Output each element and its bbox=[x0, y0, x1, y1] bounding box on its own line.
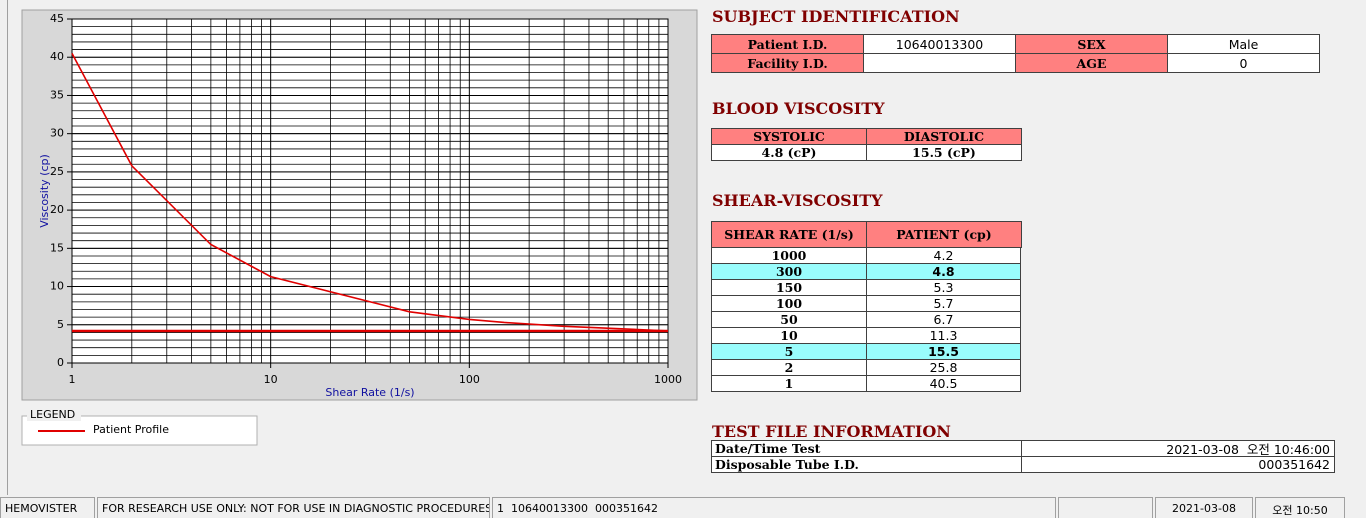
viscosity-value: 4.2 bbox=[866, 247, 1021, 264]
info-label: Disposable Tube I.D. bbox=[711, 456, 1022, 473]
status-cell: FOR RESEARCH USE ONLY: NOT FOR USE IN DI… bbox=[97, 497, 490, 518]
column-header: SYSTOLIC bbox=[711, 128, 867, 145]
status-cell bbox=[1058, 497, 1153, 518]
y-tick-label: 45 bbox=[50, 12, 64, 25]
field-value bbox=[863, 53, 1016, 73]
viscosity-value: 6.7 bbox=[866, 311, 1021, 328]
shear-rate: 1 bbox=[711, 375, 867, 392]
status-cell: 1 10640013300 000351642 bbox=[492, 497, 1056, 518]
shear-rate: 100 bbox=[711, 295, 867, 312]
info-label: Date/Time Test bbox=[711, 440, 1022, 457]
shear-rate: 150 bbox=[711, 279, 867, 296]
viscosity-value: 5.7 bbox=[866, 295, 1021, 312]
y-tick-label: 30 bbox=[50, 127, 64, 140]
field-label: Patient I.D. bbox=[711, 34, 864, 54]
y-tick-label: 5 bbox=[57, 318, 64, 331]
shear-rate: 50 bbox=[711, 311, 867, 328]
column-header: DIASTOLIC bbox=[866, 128, 1022, 145]
info-value: 2021-03-08 오전 10:46:00 bbox=[1021, 440, 1335, 457]
viscosity-value: 40.5 bbox=[866, 375, 1021, 392]
field-label: SEX bbox=[1015, 34, 1168, 54]
section-title: BLOOD VISCOSITY bbox=[712, 99, 885, 118]
section-title: SHEAR-VISCOSITY bbox=[712, 191, 883, 210]
data-line bbox=[71, 53, 669, 332]
y-tick-label: 10 bbox=[50, 280, 64, 293]
plot-border bbox=[71, 18, 669, 364]
y-tick-label: 35 bbox=[50, 88, 64, 101]
shear-rate: 10 bbox=[711, 327, 867, 344]
viscosity-value: 15.5 bbox=[866, 343, 1021, 360]
x-tick-label: 10 bbox=[264, 373, 278, 386]
column-header: PATIENT (cp) bbox=[866, 221, 1022, 248]
x-axis-label: Shear Rate (1/s) bbox=[325, 386, 414, 399]
x-tick-label: 1000 bbox=[654, 373, 682, 386]
legend-label: Patient Profile bbox=[93, 423, 169, 436]
shear-rate: 1000 bbox=[711, 247, 867, 264]
status-cell: 오전 10:50 bbox=[1255, 497, 1345, 518]
plot-area bbox=[72, 19, 668, 363]
y-tick-label: 15 bbox=[50, 241, 64, 254]
field-value: 10640013300 bbox=[863, 34, 1016, 54]
section-title: SUBJECT IDENTIFICATION bbox=[712, 7, 960, 26]
legend-title: LEGEND bbox=[30, 408, 75, 421]
y-tick-label: 20 bbox=[50, 203, 64, 216]
x-tick-label: 1 bbox=[69, 373, 76, 386]
y-tick-label: 0 bbox=[57, 356, 64, 369]
shear-rate: 2 bbox=[711, 359, 867, 376]
shear-rate: 5 bbox=[711, 343, 867, 360]
chart: 0 5 10 15 20 25 30 35 40 45 1 10 100 1000 Viscosity (c… bbox=[21, 9, 698, 446]
x-tick-label: 100 bbox=[459, 373, 480, 386]
field-value: Male bbox=[1167, 34, 1320, 54]
viscosity-value: 5.3 bbox=[866, 279, 1021, 296]
status-cell: 2021-03-08 bbox=[1155, 497, 1253, 518]
column-header: SHEAR RATE (1/s) bbox=[711, 221, 867, 248]
section-title: TEST FILE INFORMATION bbox=[712, 422, 951, 441]
viscosity-value: 4.8 bbox=[866, 263, 1021, 280]
frame-edge bbox=[7, 0, 8, 495]
viscosity-value: 25.8 bbox=[866, 359, 1021, 376]
status-cell: HEMOVISTER bbox=[0, 497, 95, 518]
y-axis-label: Viscosity (cp) bbox=[38, 154, 51, 228]
viscosity-value: 11.3 bbox=[866, 327, 1021, 344]
field-value: 0 bbox=[1167, 53, 1320, 73]
field-label: AGE bbox=[1015, 53, 1168, 73]
viscosity-value: 15.5 (cP) bbox=[866, 144, 1022, 161]
viscosity-value: 4.8 (cP) bbox=[711, 144, 867, 161]
info-value: 000351642 bbox=[1021, 456, 1335, 473]
shear-rate: 300 bbox=[711, 263, 867, 280]
y-tick-label: 25 bbox=[50, 165, 64, 178]
y-tick-label: 40 bbox=[50, 50, 64, 63]
field-label: Facility I.D. bbox=[711, 53, 864, 73]
legend-title-bg bbox=[27, 409, 81, 421]
